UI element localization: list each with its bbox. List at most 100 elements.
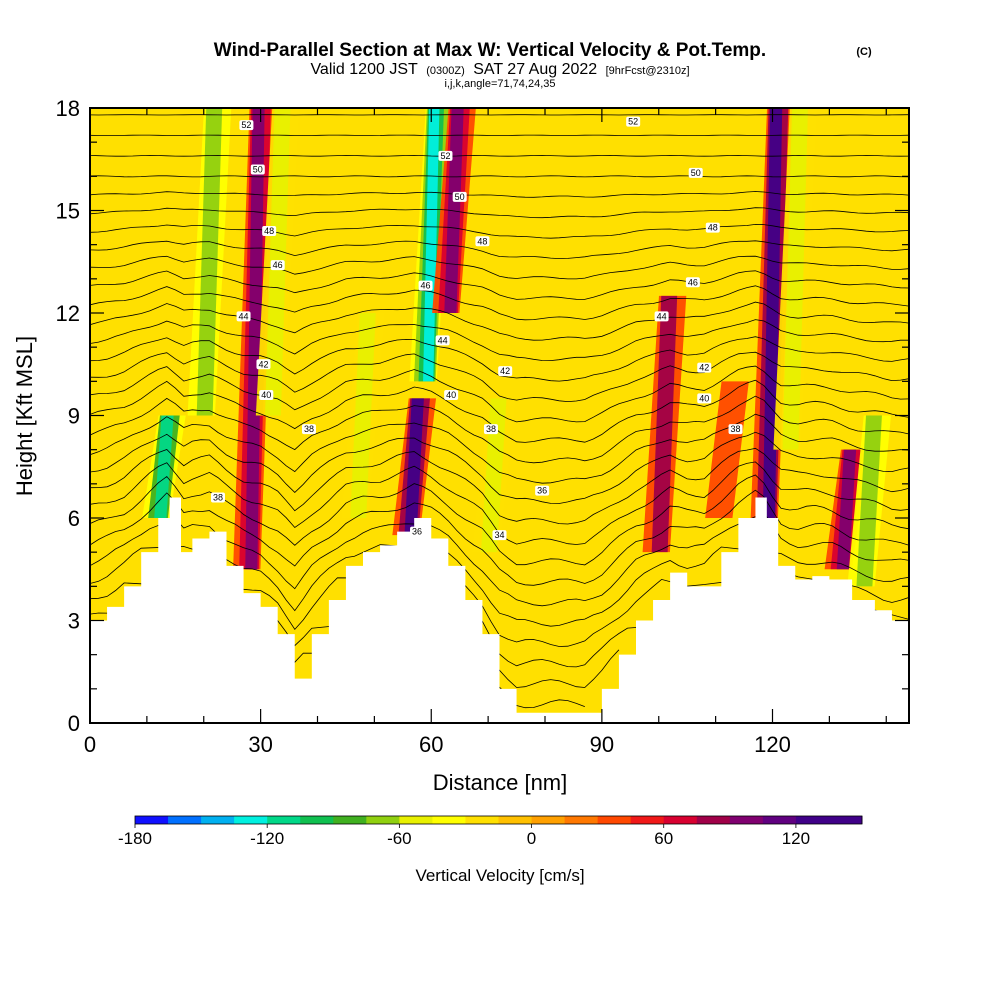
theta-label-bg-22: [705, 222, 720, 233]
theta-contour-24: [90, 207, 909, 219]
theta-contour-10: [90, 431, 909, 504]
theta-contour-12: [90, 395, 909, 464]
theta-label-24: 44: [657, 311, 667, 321]
theta-label-bg-9: [438, 150, 453, 161]
colorbar-bin-8: [399, 816, 433, 824]
colorbar-tick-label--180: -180: [118, 829, 152, 848]
colorbar-bin-18: [729, 816, 764, 824]
colorbar-frame: [134, 815, 863, 825]
colorbar-bin-20: [795, 816, 830, 824]
theta-label-bg-11: [475, 236, 490, 247]
valid-time: Valid 1200 JST: [310, 61, 418, 78]
theta-contour-6: [90, 489, 909, 586]
theta-label-25: 42: [699, 363, 709, 373]
theta-label-bg-17: [535, 485, 550, 496]
theta-label-bg-5: [256, 359, 271, 370]
theta-label-15: 40: [446, 390, 456, 400]
colorbar-tick-label--120: -120: [250, 829, 284, 848]
velocity-core-2-band-3: [245, 108, 265, 570]
theta-contour-28: [90, 134, 909, 137]
theta-label-bg-24: [654, 311, 669, 322]
theta-contour-17: [90, 319, 909, 362]
colorbar-bin-3: [234, 816, 268, 824]
colorbar-bin-15: [630, 816, 665, 824]
velocity-core-8-band-2: [481, 398, 507, 553]
theta-label-16: 38: [486, 424, 496, 434]
theta-label-bg-20: [626, 116, 641, 127]
x-tick-label-120: 120: [754, 732, 791, 757]
theta-contour-13: [90, 379, 909, 443]
theta-label-8: 38: [213, 493, 223, 503]
theta-label-19: 36: [412, 527, 422, 537]
theta-contour-20: [90, 270, 909, 300]
valid-utc: (0300Z): [426, 65, 465, 77]
theta-contour-25: [90, 191, 909, 198]
theta-label-4: 44: [239, 311, 249, 321]
theta-label-bg-12: [418, 280, 433, 291]
theta-label-9: 52: [440, 151, 450, 161]
axis-ticks: [89, 107, 909, 724]
theta-label-bg-18: [492, 530, 507, 541]
colorbar-bin-12: [531, 816, 566, 824]
colorbar-bin-4: [267, 816, 301, 824]
theta-contour-4: [90, 544, 909, 627]
x-tick-label-60: 60: [419, 732, 443, 757]
theta-label-bg-15: [444, 390, 459, 400]
theta-label-bg-19: [410, 526, 425, 537]
x-axis-label: Distance [nm]: [433, 770, 568, 795]
theta-contour-21: [90, 255, 909, 280]
colorbar-bin-19: [762, 816, 797, 824]
theta-label-bg-1: [250, 164, 265, 175]
theta-label-10: 50: [455, 192, 465, 202]
theta-label-bg-6: [259, 390, 274, 400]
colorbar-bin-17: [696, 816, 731, 824]
colorbar-title: Vertical Velocity [cm/s]: [415, 866, 584, 885]
theta-label-2: 48: [264, 226, 274, 236]
theta-label-bg-10: [452, 191, 467, 202]
theta-label-bg-2: [262, 226, 277, 236]
velocity-core-13-band-3: [836, 449, 857, 570]
theta-contour-26: [90, 175, 909, 178]
grid-indices: i,j,k,angle=71,74,24,35: [444, 78, 555, 90]
theta-label-bg-14: [498, 366, 513, 377]
theta-label-bg-0: [239, 120, 254, 131]
theta-label-27: 38: [731, 424, 741, 434]
theta-label-17: 36: [537, 486, 547, 496]
theta-contour-27: [90, 154, 909, 157]
colorbar: [134, 815, 863, 825]
colorbar-tick-labels: -180 -120 -60 0 60 120: [118, 824, 810, 848]
theta-label-bg-27: [728, 424, 743, 435]
y-tick-label-12: 12: [56, 301, 80, 326]
colorbar-bin-16: [663, 816, 698, 824]
colorbar-bin-0: [135, 816, 169, 824]
colorbar-tick-label-120: 120: [782, 829, 810, 848]
colorbar-bin-21: [828, 816, 863, 824]
theta-contours: [90, 114, 909, 709]
theta-label-14: 42: [500, 366, 510, 376]
theta-contour-14: [90, 365, 909, 423]
velocity-core-0-band-3: [154, 415, 174, 518]
theta-label-12: 46: [421, 281, 431, 291]
theta-label-bg-7: [301, 424, 316, 435]
theta-label-22: 48: [708, 223, 718, 233]
x-tick-label-90: 90: [590, 732, 614, 757]
colorbar-bin-10: [465, 816, 499, 824]
colorbar-bin-7: [366, 816, 400, 824]
theta-label-18: 34: [494, 530, 504, 540]
colorbar-tick-label-60: 60: [654, 829, 673, 848]
theta-label-0: 52: [241, 120, 251, 130]
theta-label-13: 44: [438, 335, 448, 345]
theta-contour-18: [90, 301, 909, 341]
theta-contour-7: [90, 474, 909, 566]
terrain-mask: [90, 497, 909, 723]
theta-label-20: 52: [628, 117, 638, 127]
theta-label-bg-4: [236, 311, 251, 322]
theta-label-bg-13: [435, 335, 450, 346]
y-tick-label-6: 6: [68, 506, 80, 531]
theta-contour-22: [90, 240, 909, 260]
theta-label-7: 38: [304, 424, 314, 434]
y-tick-label-18: 18: [56, 96, 80, 121]
y-axis-label: Height [Kft MSL]: [12, 336, 37, 496]
